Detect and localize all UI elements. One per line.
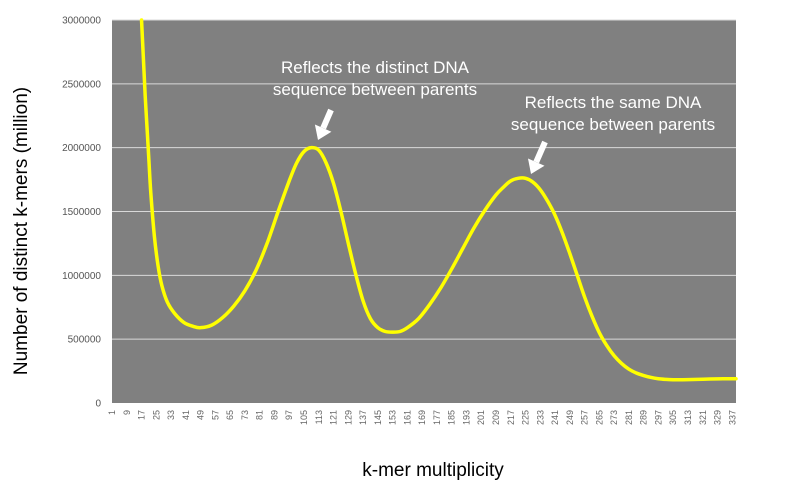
annotation-arrow-shaft bbox=[533, 140, 548, 164]
x-tick-label: 97 bbox=[284, 410, 294, 420]
y-tick-label: 2500000 bbox=[62, 79, 101, 90]
grid-lines bbox=[112, 19, 736, 340]
x-axis-title: k-mer multiplicity bbox=[362, 460, 504, 481]
x-tick-label: 105 bbox=[299, 410, 309, 425]
series-line bbox=[139, 18, 738, 382]
y-tick-label: 500000 bbox=[68, 335, 102, 346]
annotation-text: Reflects the distinct DNA bbox=[281, 58, 470, 77]
x-tick-label: 145 bbox=[373, 410, 383, 425]
x-tick-label: 273 bbox=[609, 410, 619, 425]
x-tick-label: 281 bbox=[624, 410, 634, 425]
x-tick-label: 41 bbox=[181, 410, 191, 420]
x-tick-label: 73 bbox=[240, 410, 250, 420]
x-tick-label: 65 bbox=[225, 410, 235, 420]
x-tick-label: 81 bbox=[255, 410, 265, 420]
x-tick-label: 185 bbox=[447, 410, 457, 425]
x-tick-label: 209 bbox=[491, 410, 501, 425]
annotation-arrow-shaft bbox=[320, 108, 334, 130]
x-tick-label: 25 bbox=[151, 410, 161, 420]
x-tick-label: 249 bbox=[565, 410, 575, 425]
x-tick-label: 177 bbox=[432, 410, 442, 425]
x-tick-label: 225 bbox=[521, 410, 531, 425]
y-tick-label: 0 bbox=[95, 399, 101, 410]
annotation: Reflects the distinct DNA sequence betwee… bbox=[273, 58, 477, 140]
x-tick-label: 121 bbox=[329, 410, 339, 425]
x-tick-label: 297 bbox=[653, 410, 663, 425]
x-tick-label: 33 bbox=[166, 410, 176, 420]
annotation: Reflects the same DNA sequence between pa… bbox=[511, 93, 715, 174]
annotation-arrow-head bbox=[528, 158, 545, 174]
x-tick-label: 289 bbox=[639, 410, 649, 425]
x-tick-label: 89 bbox=[269, 410, 279, 420]
x-tick-label: 265 bbox=[594, 410, 604, 425]
x-axis-ticks: 1 9 17 25 33 41 49 57 65 73 81 89 97 105 113 121 129 137 1… bbox=[107, 410, 737, 425]
x-tick-label: 1 bbox=[107, 410, 117, 415]
y-tick-label: 3000000 bbox=[62, 16, 101, 27]
x-tick-label: 217 bbox=[506, 410, 516, 425]
x-tick-label: 337 bbox=[727, 410, 737, 425]
x-tick-label: 169 bbox=[417, 410, 427, 425]
x-tick-label: 233 bbox=[535, 410, 545, 425]
x-tick-label: 57 bbox=[210, 410, 220, 420]
x-tick-label: 305 bbox=[668, 410, 678, 425]
y-tick-label: 1000000 bbox=[62, 271, 101, 282]
x-tick-label: 161 bbox=[402, 410, 412, 425]
y-tick-label: 2000000 bbox=[62, 143, 101, 154]
x-tick-label: 153 bbox=[388, 410, 398, 425]
x-tick-label: 257 bbox=[580, 410, 590, 425]
y-tick-label: 1500000 bbox=[62, 207, 101, 218]
annotation-arrow-head bbox=[314, 124, 332, 140]
x-tick-label: 49 bbox=[196, 410, 206, 420]
y-axis-title: Number of distinct k-mers (million) bbox=[11, 87, 32, 375]
x-tick-label: 113 bbox=[314, 410, 324, 424]
x-tick-label: 193 bbox=[461, 410, 471, 425]
x-tick-label: 201 bbox=[476, 410, 486, 425]
annotations: Reflects the distinct DNA sequence betwee… bbox=[273, 58, 715, 174]
x-tick-label: 241 bbox=[550, 410, 560, 425]
x-tick-label: 329 bbox=[713, 410, 723, 425]
annotation-text: sequence between parents bbox=[511, 115, 715, 134]
x-tick-label: 9 bbox=[122, 410, 132, 415]
annotation-text: sequence between parents bbox=[273, 80, 477, 99]
x-tick-label: 137 bbox=[358, 410, 368, 425]
x-tick-label: 313 bbox=[683, 410, 693, 425]
y-axis-ticks: 0 500000 1000000 1500000 2000000 2500000 30000… bbox=[62, 16, 101, 410]
x-tick-label: 321 bbox=[698, 410, 708, 425]
x-tick-label: 17 bbox=[137, 410, 147, 420]
x-tick-label: 129 bbox=[343, 410, 353, 425]
annotation-text: Reflects the same DNA bbox=[525, 93, 702, 112]
